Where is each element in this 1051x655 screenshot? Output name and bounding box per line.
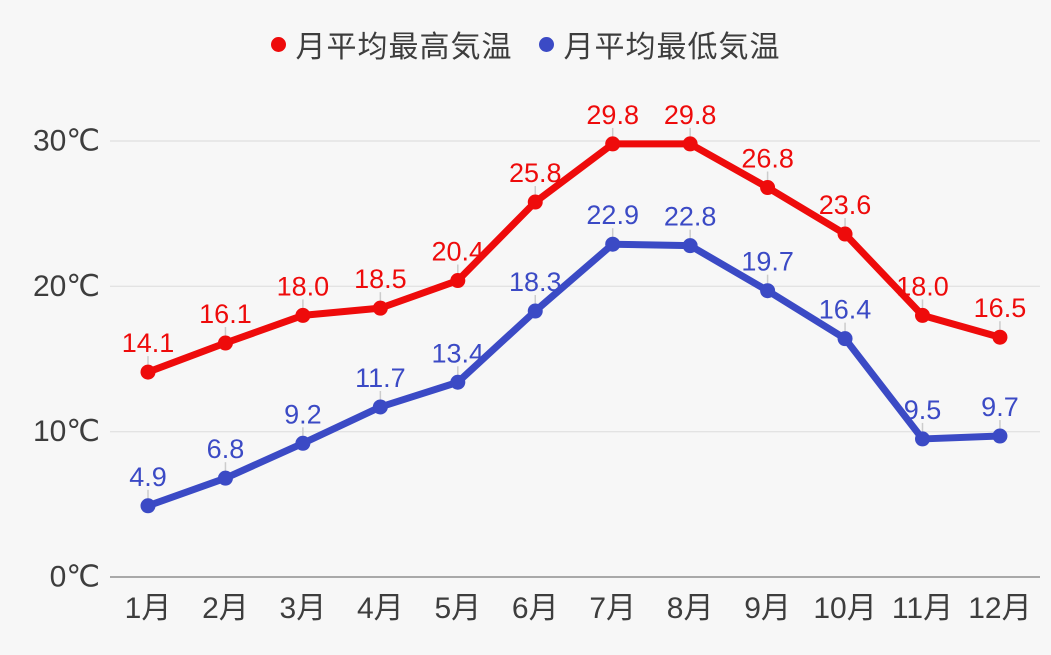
max-temp-point-1[interactable] xyxy=(140,364,156,380)
max-temp-point-2[interactable] xyxy=(217,335,233,351)
min-temp-value-label-12: 9.7 xyxy=(981,392,1019,422)
x-axis-label-5: 5月 xyxy=(434,592,481,625)
x-axis-label-2: 2月 xyxy=(202,592,249,625)
x-axis-label-3: 3月 xyxy=(280,592,327,625)
min-temp-point-2[interactable] xyxy=(217,470,233,486)
max-temp-value-label-8: 29.8 xyxy=(664,100,717,130)
legend-dot-max-temp-icon xyxy=(270,36,286,52)
min-temp-point-8[interactable] xyxy=(682,238,698,254)
max-temp-value-label-10: 23.6 xyxy=(819,190,872,220)
min-temp-value-label-3: 9.2 xyxy=(284,399,322,429)
legend-item-min-temp[interactable]: 月平均最低気温 xyxy=(538,22,781,66)
y-axis-tick-0c: 0℃ xyxy=(50,561,100,594)
max-temp-value-label-5: 20.4 xyxy=(432,237,485,267)
x-axis-label-8: 8月 xyxy=(667,592,714,625)
min-temp-value-label-10: 16.4 xyxy=(819,295,872,325)
max-temp-point-10[interactable] xyxy=(837,226,853,242)
x-axis-label-1: 1月 xyxy=(125,592,172,625)
y-axis-tick-10c: 10℃ xyxy=(33,415,100,448)
max-temp-value-label-12: 16.5 xyxy=(974,293,1027,323)
min-temp-value-label-2: 6.8 xyxy=(207,434,245,464)
max-temp-value-label-1: 14.1 xyxy=(122,328,175,358)
x-axis-label-12: 12月 xyxy=(968,592,1031,625)
max-temp-point-3[interactable] xyxy=(295,307,311,323)
min-temp-value-label-4: 11.7 xyxy=(355,363,406,393)
x-axis-label-4: 4月 xyxy=(357,592,404,625)
min-temp-point-10[interactable] xyxy=(837,331,853,347)
min-temp-value-label-5: 13.4 xyxy=(432,338,485,368)
max-temp-value-label-9: 26.8 xyxy=(741,144,794,174)
max-temp-point-7[interactable] xyxy=(605,136,621,152)
x-axis-label-9: 9月 xyxy=(744,592,791,625)
max-temp-value-label-2: 16.1 xyxy=(199,299,252,329)
min-temp-point-6[interactable] xyxy=(527,303,543,319)
min-temp-value-label-7: 22.9 xyxy=(586,200,639,230)
chart-legend: 月平均最高気温 月平均最低気温 xyxy=(0,22,1051,66)
x-axis-label-11: 11月 xyxy=(892,592,953,625)
min-temp-point-7[interactable] xyxy=(605,236,621,252)
min-temp-value-label-8: 22.8 xyxy=(664,202,717,232)
min-temp-point-3[interactable] xyxy=(295,435,311,451)
min-temp-value-label-6: 18.3 xyxy=(509,267,562,297)
legend-dot-min-temp-icon xyxy=(538,36,554,52)
max-temp-point-4[interactable] xyxy=(372,300,388,316)
max-temp-point-6[interactable] xyxy=(527,194,543,210)
max-temp-value-label-4: 18.5 xyxy=(354,264,407,294)
max-temp-value-label-6: 25.8 xyxy=(509,158,562,188)
max-temp-point-12[interactable] xyxy=(992,329,1008,345)
max-temp-point-5[interactable] xyxy=(450,273,466,289)
legend-label-max-temp: 月平均最高気温 xyxy=(295,31,513,64)
x-axis-label-6: 6月 xyxy=(512,592,559,625)
legend-item-max-temp[interactable]: 月平均最高気温 xyxy=(270,22,513,66)
min-temp-value-label-11: 9.5 xyxy=(904,395,942,425)
min-temp-point-1[interactable] xyxy=(140,498,156,514)
min-temp-value-label-1: 4.9 xyxy=(129,462,167,492)
max-temp-value-label-11: 18.0 xyxy=(896,271,949,301)
max-temp-point-8[interactable] xyxy=(682,136,698,152)
max-temp-point-11[interactable] xyxy=(915,307,930,323)
y-axis-tick-20c: 20℃ xyxy=(33,270,100,303)
min-temp-point-12[interactable] xyxy=(992,428,1008,444)
max-temp-value-label-7: 29.8 xyxy=(586,100,639,130)
min-temp-point-4[interactable] xyxy=(372,399,388,415)
min-temp-point-11[interactable] xyxy=(915,431,930,447)
x-axis-label-7: 7月 xyxy=(589,592,636,625)
min-temp-point-5[interactable] xyxy=(450,374,466,390)
max-temp-line xyxy=(144,140,1004,376)
x-axis-label-10: 10月 xyxy=(813,592,876,625)
y-axis-tick-30c: 30℃ xyxy=(33,125,100,158)
min-temp-value-label-9: 19.7 xyxy=(741,247,794,277)
max-temp-value-label-3: 18.0 xyxy=(277,271,330,301)
legend-label-min-temp: 月平均最低気温 xyxy=(563,31,781,64)
max-temp-point-9[interactable] xyxy=(760,180,776,196)
min-temp-line xyxy=(144,240,1004,510)
min-temp-point-9[interactable] xyxy=(760,283,776,299)
